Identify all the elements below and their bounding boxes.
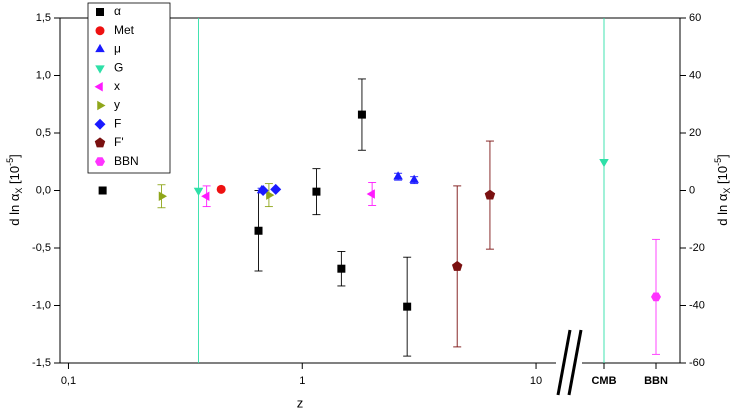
marker xyxy=(651,292,661,302)
label-part: d ln α xyxy=(715,193,730,226)
error-bar xyxy=(198,18,199,363)
marker xyxy=(266,190,275,200)
marker xyxy=(484,189,496,200)
y-tick-label: 0,5 xyxy=(36,127,51,139)
y2-tick-label: 0 xyxy=(689,184,695,196)
x-category-label: BBN xyxy=(644,375,668,387)
marker xyxy=(158,191,167,202)
marker xyxy=(95,157,105,166)
y-axis-label: d ln αX [10-5] xyxy=(5,154,24,225)
marker xyxy=(98,186,107,195)
marker xyxy=(599,159,609,168)
marker xyxy=(95,43,105,53)
x-category-label: CMB xyxy=(591,375,616,387)
x-tick-label: 10 xyxy=(530,375,542,387)
legend-label: Met xyxy=(114,23,135,37)
legend-label: μ xyxy=(114,42,121,56)
marker xyxy=(357,110,366,119)
label-sub: X xyxy=(722,188,732,194)
y-tick-label: 1,0 xyxy=(36,69,51,81)
label-sub: X xyxy=(14,188,24,194)
marker xyxy=(366,189,375,199)
marker xyxy=(393,171,403,180)
marker xyxy=(270,183,282,195)
legend-label: F' xyxy=(114,135,124,149)
y-tick-label: 1,5 xyxy=(36,12,51,24)
legend-label: G xyxy=(114,60,123,74)
label-part: ] xyxy=(7,154,22,158)
y2-tick-label: 20 xyxy=(689,127,701,139)
marker xyxy=(94,82,103,92)
label-sup: -5 xyxy=(5,158,15,166)
legend-label: α xyxy=(114,4,121,18)
marker xyxy=(97,100,106,111)
y-tick-label: -0,5 xyxy=(32,242,51,254)
x-axis-label: z xyxy=(297,395,304,410)
marker xyxy=(337,264,346,273)
label-part: [10 xyxy=(715,166,730,188)
legend-label: F xyxy=(114,116,121,130)
y2-tick-label: -40 xyxy=(689,299,705,311)
marker xyxy=(193,187,204,196)
label-part: d ln α xyxy=(7,193,22,226)
y2-tick-label: -20 xyxy=(689,242,705,254)
marker xyxy=(216,184,226,194)
marker xyxy=(95,65,105,74)
y2-tick-label: 40 xyxy=(689,69,701,81)
label-part: [10 xyxy=(7,166,22,188)
marker xyxy=(201,191,210,202)
y-tick-label: -1,0 xyxy=(32,299,51,311)
legend-label: x xyxy=(114,79,120,93)
marker xyxy=(95,26,105,36)
y2-tick-label: -60 xyxy=(689,357,705,369)
marker xyxy=(94,137,106,148)
x-tick-label: 1 xyxy=(299,375,305,387)
marker xyxy=(409,174,419,183)
label-sup: -5 xyxy=(713,158,723,166)
marker xyxy=(94,118,106,130)
marker xyxy=(254,226,263,235)
axis-break xyxy=(556,329,583,396)
plot-area xyxy=(98,18,661,363)
marker xyxy=(96,8,104,16)
y2-tick-label: 60 xyxy=(689,12,701,24)
legend-label: y xyxy=(114,98,120,112)
legend-label: BBN xyxy=(114,154,139,168)
marker xyxy=(451,260,463,271)
y2-axis-label: d ln αX [10-5] xyxy=(713,154,732,225)
y-tick-label: 0,0 xyxy=(36,184,51,196)
label-part: ] xyxy=(715,154,730,158)
error-bar xyxy=(603,18,605,363)
x-tick-label: 0,1 xyxy=(61,375,76,387)
y-tick-label: -1,5 xyxy=(32,357,51,369)
marker xyxy=(312,187,321,196)
marker xyxy=(403,302,412,311)
marker xyxy=(257,185,269,196)
